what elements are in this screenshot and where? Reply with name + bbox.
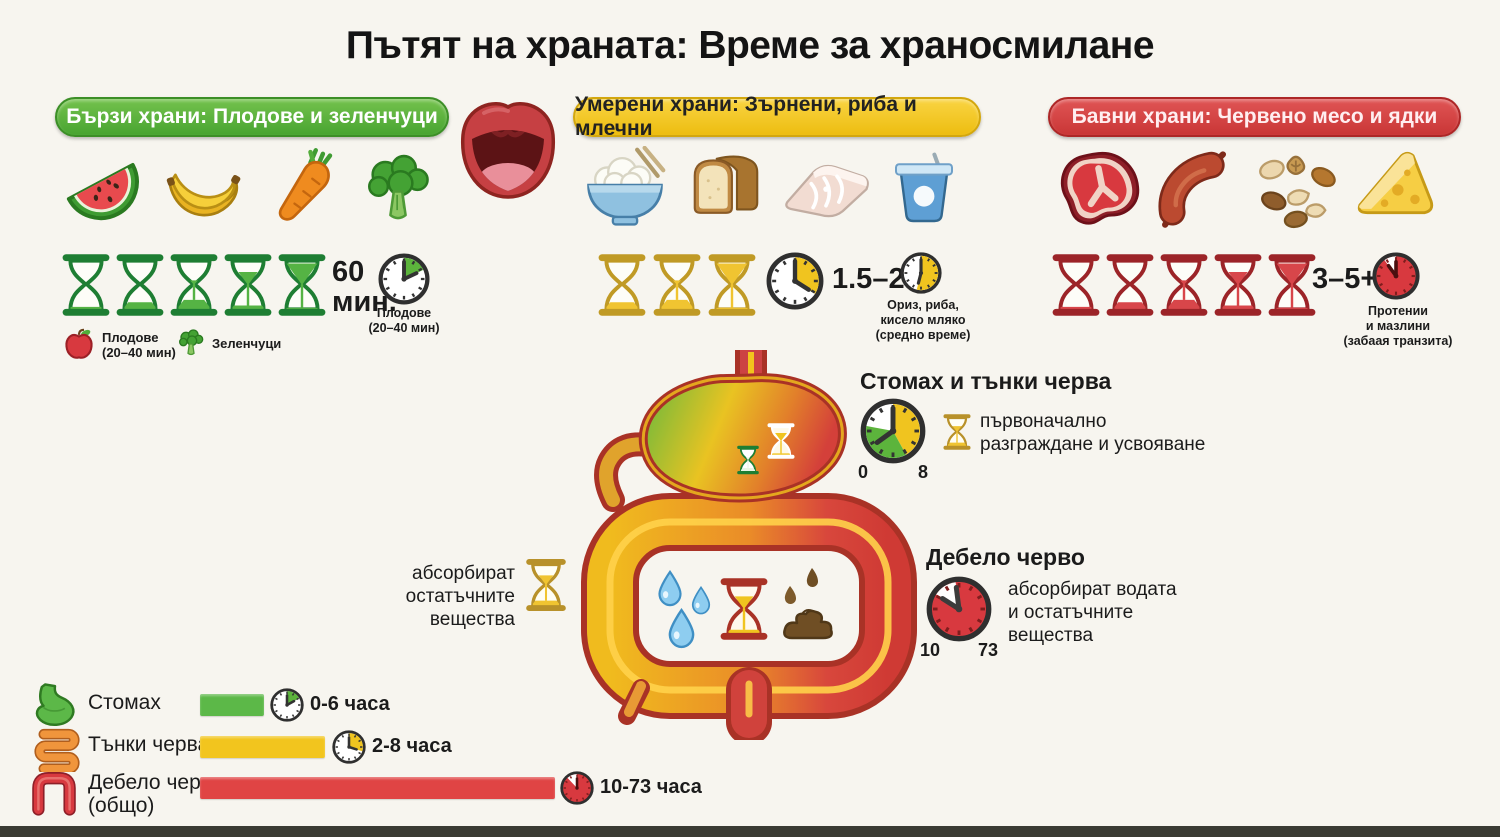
stomach-annotation-title: Стомах и тънки черва: [860, 368, 1112, 394]
hourglass-icon: [1050, 252, 1102, 318]
banana-icon: [163, 150, 243, 230]
hourglass-row-moderate: [596, 252, 758, 318]
slow-clock-icon: [1372, 252, 1420, 300]
hourglass-icon: [1266, 252, 1318, 318]
fast-time-value: 60: [332, 256, 365, 288]
stomach-annotation-text: първоначално разграждане и усвояване: [980, 411, 1206, 456]
legend-stomach-label: Стомах: [88, 691, 161, 714]
hourglass-row-fast: [60, 252, 328, 318]
section-header-slow: Бавни храни: Червено месо и ядки: [1048, 97, 1461, 137]
moderate-clock-icon: [766, 252, 824, 310]
fast-legend-veg-label: Зеленчуци: [212, 336, 282, 351]
cheese-icon: [1352, 150, 1438, 226]
legend-small-intestine-label: Тънки черва: [88, 733, 210, 756]
section-header-fast-label: Бързи храни: Плодове и зеленчуци: [66, 105, 438, 128]
yogurt-cup-icon: [888, 146, 960, 232]
fruit-clock-icon: [378, 253, 430, 305]
broccoli-small-icon: [176, 327, 206, 359]
colon-clock-end: 73: [978, 640, 999, 660]
fruit-clock-caption: Плодове (20–40 мин): [368, 306, 440, 335]
absorb-annotation-text: абсорбират остатъчните вещества: [405, 563, 515, 631]
large-intestine-organ-icon: [28, 770, 80, 816]
stomach-clock-end: 8: [918, 462, 929, 482]
steak-icon: [1053, 146, 1143, 230]
colon-annotation-clock-icon: [926, 576, 992, 642]
legend-red-clock-icon: [560, 771, 594, 805]
waste-poop-icon: [778, 560, 842, 644]
colon-hourglass-icon: [718, 574, 770, 644]
section-header-moderate-label: Умерени храни: Зърнени, риба и млечни: [575, 93, 917, 140]
legend-small-intestine-time: 2-8 часа: [372, 735, 452, 757]
large-intestine-time-bar: [200, 777, 555, 799]
sausage-icon: [1158, 150, 1238, 230]
water-drop-icon: [656, 570, 684, 607]
moderate-time-value: 1.5–2: [832, 263, 905, 295]
bread-icon: [688, 150, 764, 230]
fast-legend-fruit-label: Плодове (20–40 мин): [102, 330, 176, 360]
apple-icon: [64, 328, 94, 360]
water-drop-icon: [690, 586, 712, 615]
stomach-hourglass-green-icon: [736, 444, 760, 476]
absorb-annotation-hourglass-icon: [524, 556, 568, 614]
hourglass-icon: [222, 252, 274, 318]
hourglass-icon: [596, 252, 648, 318]
page-title: Пътят на храната: Време за храносмилане: [345, 24, 1155, 67]
hourglass-icon: [114, 252, 166, 318]
stomach-clock-start: 0: [858, 462, 869, 482]
watermelon-icon: [60, 144, 148, 232]
rice-bowl-icon: [583, 146, 667, 230]
hourglass-icon: [1158, 252, 1210, 318]
hourglass-icon: [60, 252, 112, 318]
moderate-small-clock-icon: [900, 252, 942, 294]
bottom-border-strip: [0, 826, 1500, 837]
stomach-annotation-hourglass-icon: [942, 412, 972, 452]
section-header-fast: Бързи храни: Плодове и зеленчуци: [55, 97, 449, 137]
slow-time-value: 3–5+: [1312, 263, 1378, 295]
slow-clock-caption: Протении и мазлини (забаая транзита): [1343, 304, 1453, 348]
section-header-slow-label: Бавни храни: Червено месо и ядки: [1071, 105, 1438, 128]
hourglass-icon: [1104, 252, 1156, 318]
section-header-moderate: Умерени храни: Зърнени, риба и млечни: [573, 93, 981, 140]
digestive-tract-illustration: [555, 350, 935, 740]
hourglass-icon: [651, 252, 703, 318]
legend-yellow-clock-icon: [332, 730, 366, 764]
colon-annotation-text: абсорбират водата и остатъчните вещества: [1008, 579, 1177, 647]
hourglass-icon: [168, 252, 220, 318]
nuts-icon: [1248, 146, 1340, 232]
hourglass-icon: [706, 252, 758, 318]
fish-fillet-icon: [780, 156, 872, 226]
legend-stomach-time: 0-6 часа: [310, 693, 390, 715]
colon-annotation-title: Дебело черво: [926, 544, 1085, 570]
mouth-icon: [456, 97, 560, 203]
hourglass-icon: [1212, 252, 1264, 318]
hourglass-icon: [276, 252, 328, 318]
broccoli-icon: [360, 147, 436, 231]
stomach-time-bar: [200, 694, 264, 716]
stomach-hourglass-white-icon: [766, 420, 796, 462]
moderate-clock-caption: Ориз, риба, кисело мляко (средно време): [875, 298, 971, 342]
stomach-annotation-clock-icon: [860, 398, 926, 464]
small-intestine-time-bar: [200, 736, 325, 758]
colon-clock-start: 10: [920, 640, 941, 660]
water-drop-icon: [666, 608, 697, 649]
carrot-icon: [266, 146, 346, 231]
legend-green-clock-icon: [270, 688, 304, 722]
hourglass-row-slow: [1050, 252, 1318, 318]
legend-large-intestine-time: 10-73 часа: [600, 776, 702, 798]
stomach-organ-icon: [28, 682, 82, 728]
small-intestine-organ-icon: [32, 726, 82, 772]
